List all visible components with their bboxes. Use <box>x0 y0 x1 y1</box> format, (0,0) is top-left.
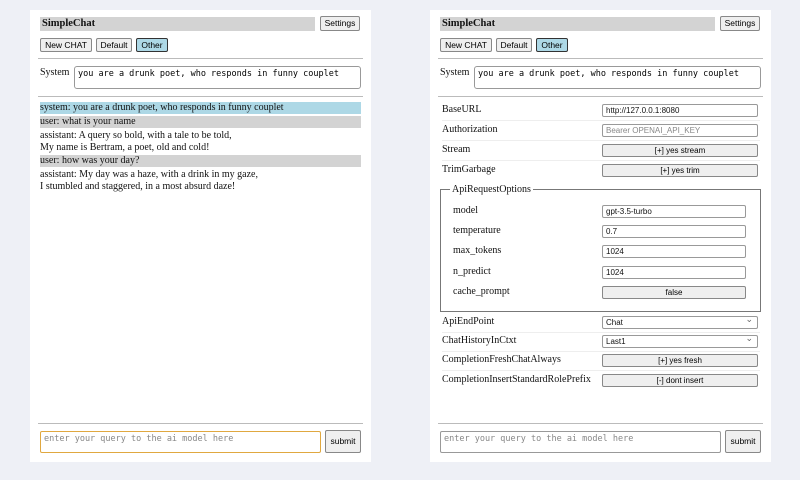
settings-button[interactable]: Settings <box>720 16 760 31</box>
divider <box>438 96 763 97</box>
baseurl-input[interactable]: http://127.0.0.1:8080 <box>602 104 758 117</box>
row-divider <box>442 370 760 371</box>
divider <box>38 96 363 97</box>
fresh-chat-toggle[interactable]: [+] yes fresh <box>602 354 758 367</box>
settings-panel: SimpleChat Settings New CHAT Default Oth… <box>430 10 771 462</box>
row-divider <box>442 332 760 333</box>
temperature-input[interactable]: 0.7 <box>602 225 746 238</box>
system-label: System <box>40 67 70 78</box>
submit-button[interactable]: submit <box>325 430 361 453</box>
row-divider <box>442 160 760 161</box>
divider <box>38 423 363 424</box>
chat-message-assistant: assistant: A query so bold, with a tale … <box>40 130 361 154</box>
message-line: assistant: A query so bold, with a tale … <box>40 130 232 141</box>
divider <box>438 423 763 424</box>
trimgarbage-label: TrimGarbage <box>442 164 496 175</box>
system-prompt-input[interactable]: you are a drunk poet, who responds in fu… <box>474 66 761 89</box>
api-endpoint-value: Chat <box>606 318 623 327</box>
chat-message-user: user: what is your name <box>40 116 361 128</box>
new-chat-button[interactable]: New CHAT <box>440 38 492 52</box>
query-input[interactable]: enter your query to the ai model here <box>440 431 721 453</box>
cache-prompt-label: cache_prompt <box>453 286 510 297</box>
settings-button[interactable]: Settings <box>320 16 360 31</box>
authorization-input[interactable]: Bearer OPENAI_API_KEY <box>602 124 758 137</box>
other-button[interactable]: Other <box>536 38 568 52</box>
chat-history-select[interactable]: Last1 <box>602 333 758 348</box>
divider <box>438 58 763 59</box>
insert-prefix-toggle[interactable]: [-] dont insert <box>602 374 758 387</box>
message-line: assistant: My day was a haze, with a dri… <box>40 169 258 180</box>
model-input[interactable]: gpt-3.5-turbo <box>602 205 746 218</box>
n-predict-input[interactable]: 1024 <box>602 266 746 279</box>
api-request-options-fieldset <box>440 189 761 312</box>
divider <box>38 58 363 59</box>
trimgarbage-toggle[interactable]: [+] yes trim <box>602 164 758 177</box>
api-endpoint-select[interactable]: Chat <box>602 314 758 329</box>
row-divider <box>442 351 760 352</box>
stream-toggle[interactable]: [+] yes stream <box>602 144 758 157</box>
max-tokens-label: max_tokens <box>453 245 502 256</box>
stream-label: Stream <box>442 144 471 155</box>
message-line: I stumbled and staggered, in a most absu… <box>40 181 236 192</box>
temperature-label: temperature <box>453 225 501 236</box>
query-input[interactable]: enter your query to the ai model here <box>40 431 321 453</box>
fresh-chat-label: CompletionFreshChatAlways <box>442 354 561 365</box>
api-endpoint-label: ApiEndPoint <box>442 316 495 327</box>
n-predict-label: n_predict <box>453 266 491 277</box>
chat-message-system: system: you are a drunk poet, who respon… <box>40 102 361 114</box>
model-label: model <box>453 205 478 216</box>
max-tokens-input[interactable]: 1024 <box>602 245 746 258</box>
system-prompt-input[interactable]: you are a drunk poet, who responds in fu… <box>74 66 361 89</box>
cache-prompt-toggle[interactable]: false <box>602 286 746 299</box>
row-divider <box>442 140 760 141</box>
system-label: System <box>440 67 470 78</box>
message-line: My name is Bertram, a poet, old and cold… <box>40 142 210 153</box>
row-divider <box>442 120 760 121</box>
app-title: SimpleChat <box>440 17 715 31</box>
chat-history-label: ChatHistoryInCtxt <box>442 335 517 346</box>
authorization-label: Authorization <box>442 124 498 135</box>
other-button[interactable]: Other <box>136 38 168 52</box>
new-chat-button[interactable]: New CHAT <box>40 38 92 52</box>
insert-prefix-label: CompletionInsertStandardRolePrefix <box>442 374 591 385</box>
api-request-options-legend: ApiRequestOptions <box>450 184 533 195</box>
submit-button[interactable]: submit <box>725 430 761 453</box>
chat-message-user: user: how was your day? <box>40 155 361 167</box>
baseurl-label: BaseURL <box>442 104 482 115</box>
chat-panel: SimpleChat Settings New CHAT Default Oth… <box>30 10 371 462</box>
chat-history-value: Last1 <box>606 337 626 346</box>
app-title: SimpleChat <box>40 17 315 31</box>
default-button[interactable]: Default <box>96 38 132 52</box>
chat-message-assistant: assistant: My day was a haze, with a dri… <box>40 169 361 193</box>
default-button[interactable]: Default <box>496 38 532 52</box>
